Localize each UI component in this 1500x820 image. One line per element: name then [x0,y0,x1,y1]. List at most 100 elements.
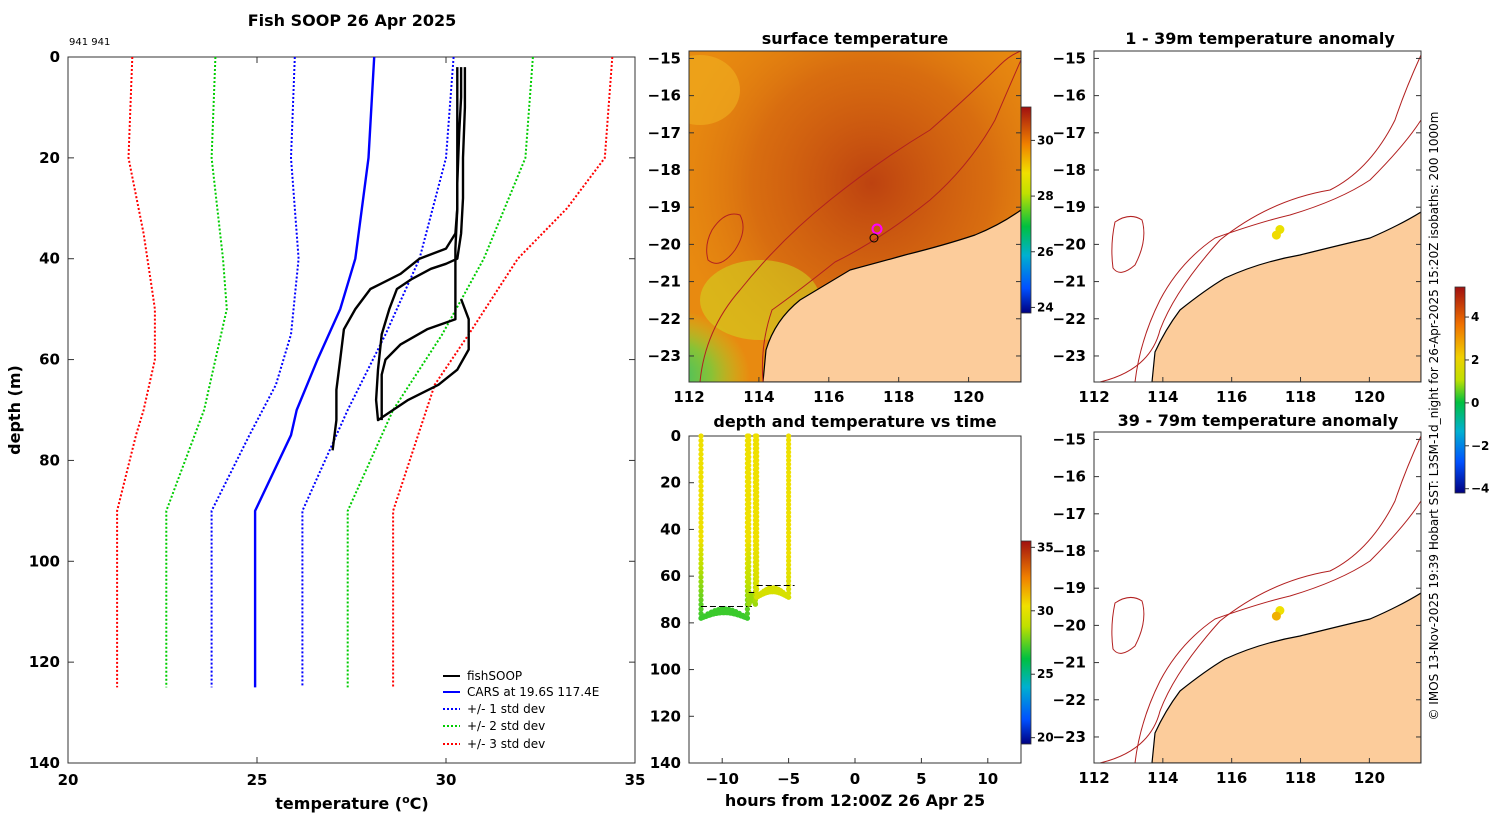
profile-series-line [253,57,376,688]
time-data-point [754,558,760,564]
profile-series-line [380,67,459,421]
map-xtick-label: 114 [743,388,774,406]
sst-isobath-200 [761,59,1021,382]
legend-label-1std: +/- 1 std dev [467,702,545,716]
time-data-point [746,496,752,502]
time-data-point [786,465,792,471]
anom-cb-tick-label: −4 [1471,482,1489,496]
time-data-point [786,445,792,451]
time-cb-tick-label: 20 [1037,731,1054,745]
sst-cb-tick-label: 30 [1037,133,1054,147]
time-data-point [754,481,760,487]
time-data-point [746,483,752,490]
time-data-point [754,433,760,439]
profile-ytick-label: 20 [39,149,60,167]
time-data-point [746,504,752,511]
map-xtick-label: 120 [1354,388,1385,406]
profile-legend: fishSOOP CARS at 19.6S 117.4E +/- 1 std … [436,664,632,758]
anom1-isobath-200 [1099,54,1421,382]
time-data-point [698,560,704,567]
profile-ytick-label: 80 [39,451,60,469]
time-data-point [698,469,704,475]
time-data-point [754,586,760,592]
time-data-point [746,462,752,468]
time-data-point [698,588,704,594]
time-data-point [698,492,704,498]
legend-label-fishsoop: fishSOOP [467,669,522,683]
time-data-point [786,530,792,536]
time-data-point [746,521,752,527]
time-data-point [754,538,760,544]
time-data-point [744,611,751,617]
map-ytick-label: −19 [648,198,681,216]
time-ytick-label: 20 [660,474,681,492]
map-xtick-label: 112 [1078,769,1109,787]
map-ytick-label: −20 [1053,616,1086,634]
time-data-point [786,590,792,596]
map-ytick-label: −18 [648,161,681,179]
time-data-point [786,518,792,524]
time-data-point [786,485,792,491]
map-ytick-label: −15 [648,49,681,67]
time-data-point [746,517,752,523]
time-data-point [698,438,704,444]
map-ytick-label: −17 [648,124,681,142]
anom-cb-tick-label: −2 [1471,439,1489,453]
map-xtick-label: 118 [1285,388,1316,406]
anom2-title: 39 - 79m temperature anomaly [1118,411,1399,430]
time-data-point [698,538,704,544]
map-xtick-label: 116 [813,388,844,406]
time-data-point [698,542,704,548]
map-ytick-label: −21 [648,273,681,291]
time-data-point [746,437,752,443]
time-xtick-label: 10 [977,770,998,788]
time-data-point [746,433,752,439]
map-xtick-label: 112 [673,388,704,406]
time-panel: depth and temperature vs time −10 −5 0 5 100… [650,412,1054,810]
time-data-point [746,551,752,557]
sst-cb-tick-label: 28 [1037,189,1054,203]
sst-panel: surface temperature 112 114 116 118 120 −15 −1… [648,29,1054,406]
time-cb-tick-label: 30 [1037,604,1054,618]
map-ytick-label: −23 [1053,347,1086,365]
time-data-point [746,576,752,582]
time-data-point [786,550,792,556]
legend-label-2std: +/- 2 std dev [467,719,545,733]
profile-series-line [374,67,470,422]
profile-series-line [116,57,156,688]
time-data-point [746,580,752,586]
time-data-point [754,570,760,576]
time-data-point [746,567,752,574]
sst-isobath-1000 [699,51,1021,382]
map-xtick-label: 114 [1147,769,1178,787]
time-xtick-label: 0 [850,770,860,788]
anom2-isobath-200 [1099,435,1421,763]
anom1-isobath-1000 [1134,119,1421,382]
sst-land [762,209,1021,382]
time-data-point [754,469,760,475]
time-data-point [746,454,752,460]
time-data-point [754,530,760,536]
sst-colorbar [1020,106,1032,314]
time-data-point [786,469,792,475]
time-data-point [786,449,792,455]
time-data-point [754,554,760,560]
profile-xtick-label: 20 [58,771,79,789]
anom2-island [1111,597,1145,654]
profile-ytick-label: 0 [50,48,60,66]
anomaly-point [1271,230,1281,240]
time-data-point [754,566,760,572]
map-ytick-label: −16 [648,87,681,105]
sst-cloud-area [689,55,740,125]
time-data-point [698,451,704,457]
time-data-point [754,546,760,552]
time-data-point [698,606,704,612]
time-data-point [754,457,760,463]
time-data-point [746,467,752,473]
time-data-point [754,497,760,504]
time-data-point [746,471,752,477]
time-data-point [698,570,704,576]
time-data-point [754,465,760,471]
anom2-panel: 39 - 79m temperature anomaly 112 114 116 11… [1053,411,1422,787]
profile-xlabel-text: temperature ( [275,794,402,813]
